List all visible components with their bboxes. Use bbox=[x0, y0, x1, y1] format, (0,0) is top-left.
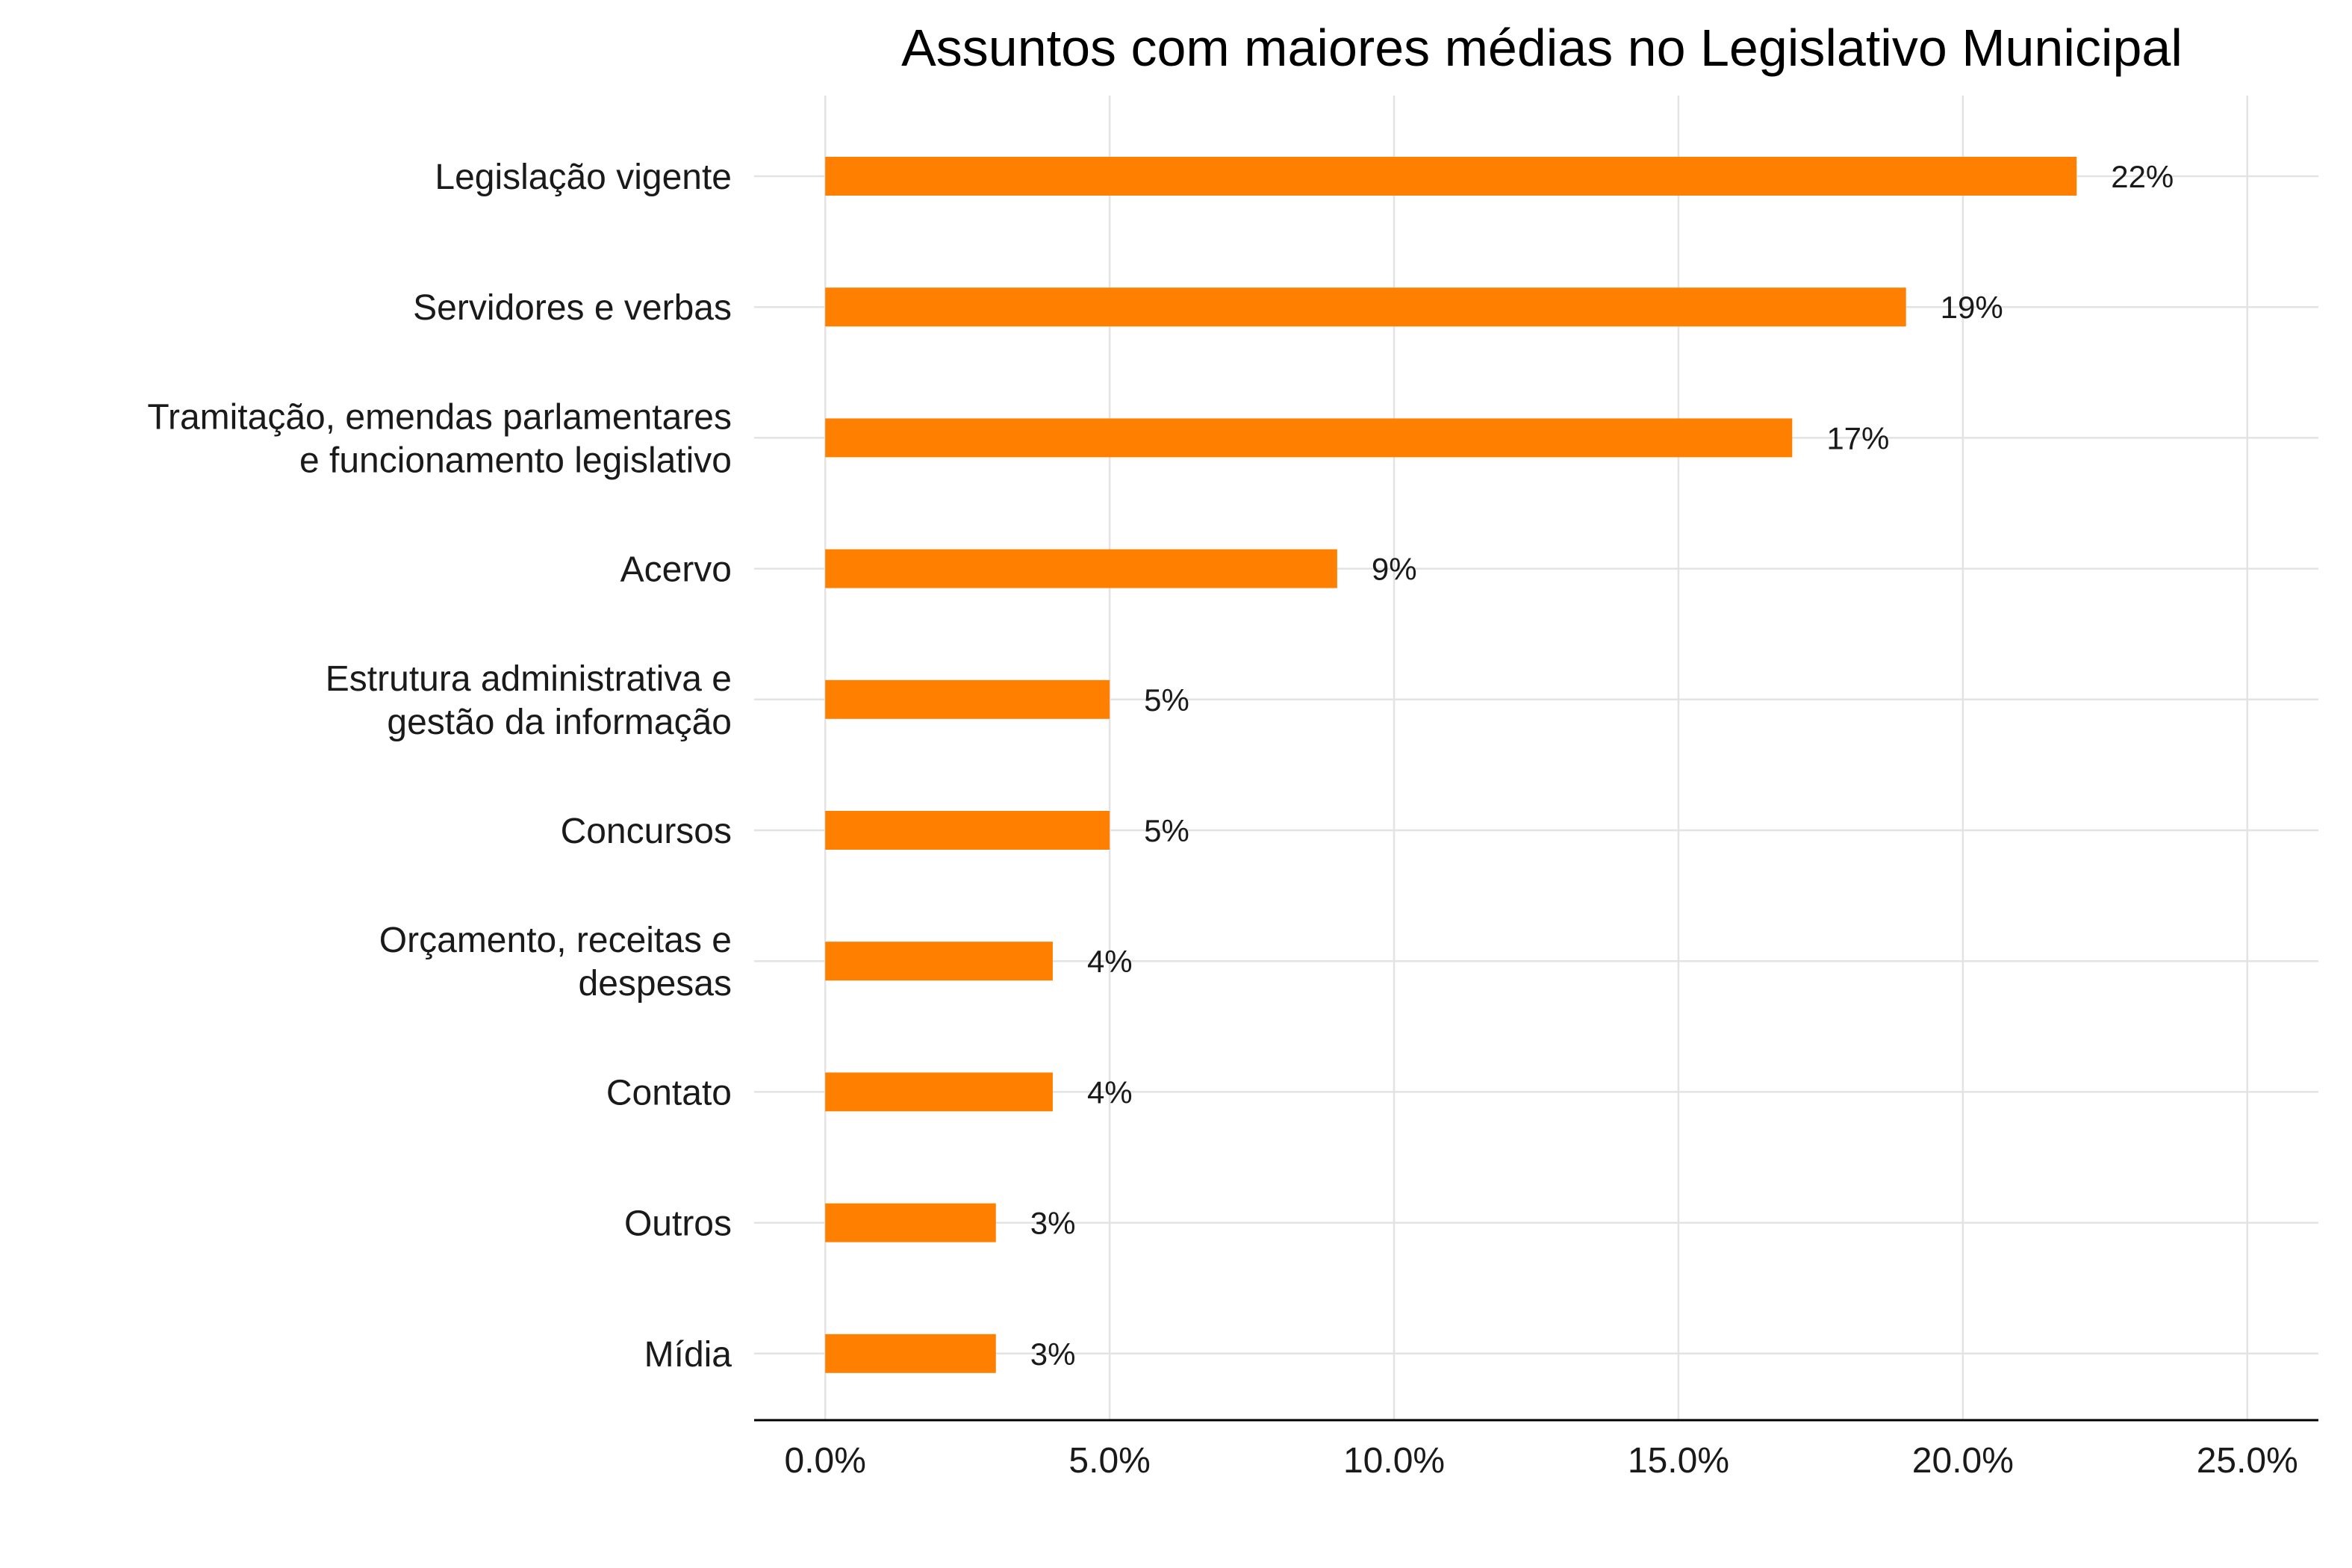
category-label-line: Outros bbox=[624, 1204, 732, 1244]
category-label-line: Orçamento, receitas e bbox=[379, 921, 732, 960]
category-label: Contato bbox=[606, 1073, 732, 1113]
x-tick-label: 0.0% bbox=[785, 1441, 866, 1481]
category-label: Tramitação, emendas parlamentares e funci… bbox=[147, 397, 732, 480]
category-label: Outros bbox=[624, 1204, 732, 1244]
category-label-line: e funcionamento legislativo bbox=[299, 441, 732, 480]
category-label: Orçamento, receitas e despesas bbox=[379, 921, 732, 1004]
bar bbox=[825, 1203, 996, 1242]
bar bbox=[825, 1334, 996, 1373]
data-label: 4% bbox=[1087, 1074, 1133, 1110]
category-label: Concursos bbox=[561, 812, 732, 851]
data-label: 9% bbox=[1372, 552, 1417, 587]
category-label: Legislação vigente bbox=[435, 158, 732, 197]
x-tick-label: 5.0% bbox=[1068, 1441, 1150, 1481]
category-label: Estrutura administrativa e gestão da info… bbox=[326, 659, 732, 742]
category-label-line: Legislação vigente bbox=[435, 158, 732, 197]
bar bbox=[825, 418, 1793, 458]
category-label-line: Servidores e verbas bbox=[413, 288, 732, 328]
bar bbox=[825, 1072, 1053, 1112]
category-label-line: despesas bbox=[579, 964, 732, 1004]
data-label: 3% bbox=[1030, 1206, 1076, 1241]
data-label: 5% bbox=[1144, 682, 1189, 718]
data-label: 17% bbox=[1826, 420, 1889, 455]
chart-title: Assuntos com maiores médias no Legislati… bbox=[901, 19, 2183, 77]
bar bbox=[825, 811, 1110, 850]
bars bbox=[825, 157, 2077, 1373]
category-label: Acervo bbox=[620, 550, 732, 590]
x-axis-ticks: 0.0% 5.0% 10.0% 15.0% 20.0% 25.0% bbox=[785, 1441, 2298, 1481]
category-label-line: Concursos bbox=[561, 812, 732, 851]
data-labels: 22% 19% 17% 9% 5% 5% 4% 4% 3% 3% bbox=[1030, 159, 2174, 1372]
category-label-line: Mídia bbox=[644, 1335, 732, 1375]
x-tick-label: 20.0% bbox=[1912, 1441, 2014, 1481]
category-label-line: Acervo bbox=[620, 550, 732, 590]
bar bbox=[825, 549, 1337, 588]
category-label-line: Tramitação, emendas parlamentares bbox=[147, 397, 732, 437]
data-label: 3% bbox=[1030, 1337, 1076, 1372]
bar bbox=[825, 287, 1906, 327]
data-label: 4% bbox=[1087, 944, 1133, 979]
data-label: 5% bbox=[1144, 813, 1189, 848]
x-tick-label: 15.0% bbox=[1628, 1441, 1729, 1481]
category-label: Mídia bbox=[644, 1335, 732, 1375]
bar bbox=[825, 942, 1053, 981]
bar bbox=[825, 679, 1110, 719]
x-tick-label: 25.0% bbox=[2197, 1441, 2298, 1481]
category-label-line: Estrutura administrativa e bbox=[326, 659, 732, 699]
category-label-line: Contato bbox=[606, 1073, 732, 1113]
data-label: 22% bbox=[2111, 159, 2174, 194]
category-label: Servidores e verbas bbox=[413, 288, 732, 328]
category-labels: Legislação vigente Servidores e verbas Tra… bbox=[147, 158, 732, 1375]
data-label: 19% bbox=[1941, 290, 2003, 325]
x-tick-label: 10.0% bbox=[1343, 1441, 1445, 1481]
category-label-line: gestão da informação bbox=[387, 703, 732, 742]
bar bbox=[825, 157, 2077, 196]
